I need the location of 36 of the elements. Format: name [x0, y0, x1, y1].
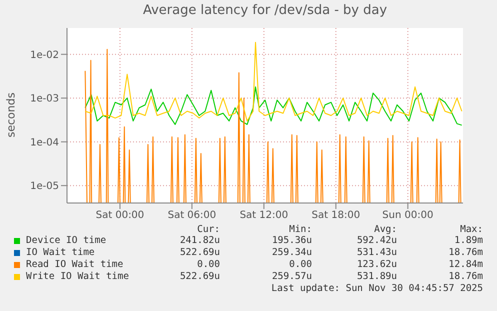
- legend-label: Write IO Wait time: [26, 271, 129, 282]
- legend-label: Device IO time: [26, 235, 106, 246]
- text: 0.00: [289, 259, 312, 270]
- x-tick-label: Sat 06:00: [168, 210, 216, 222]
- x-tick-label: Sat 18:00: [312, 210, 360, 222]
- text: 259.57u: [272, 271, 312, 282]
- text: 522.69u: [180, 271, 220, 282]
- text: Max:: [460, 224, 483, 235]
- chart-title: Average latency for /dev/sda - by day: [142, 3, 388, 18]
- x-tick-label: Sat 00:00: [96, 210, 144, 222]
- text: Cur:: [197, 224, 220, 235]
- text: Min:: [289, 224, 312, 235]
- text: 0.00: [197, 259, 220, 270]
- text: 259.34u: [272, 247, 312, 258]
- y-axis-title: seconds: [4, 92, 18, 138]
- x-tick-label: Sun 00:00: [382, 210, 434, 222]
- text: 1.89m: [454, 235, 483, 246]
- text: Last update: Sun Nov 30 04:45:57 2025: [271, 283, 483, 294]
- text: 241.82u: [180, 235, 220, 246]
- text: 12.84m: [448, 259, 483, 270]
- text: 18.76m: [448, 247, 483, 258]
- y-tick-label: 1e-03: [30, 94, 59, 105]
- text: 531.89u: [356, 271, 397, 282]
- text: 531.43u: [356, 247, 397, 258]
- text: 18.76m: [448, 271, 483, 282]
- x-tick-label: Sat 12:00: [240, 210, 288, 222]
- text: 592.42u: [356, 235, 397, 246]
- text: 195.36u: [272, 235, 312, 246]
- y-tick-label: 1e-05: [30, 181, 59, 192]
- text: 123.62u: [356, 259, 397, 270]
- y-tick-label: 1e-04: [30, 137, 59, 148]
- legend-label: IO Wait time: [26, 247, 95, 258]
- legend-label: Read IO Wait time: [26, 259, 124, 270]
- y-tick-label: 1e-02: [30, 50, 59, 61]
- text: Avg:: [374, 224, 397, 235]
- text: 522.69u: [180, 247, 220, 258]
